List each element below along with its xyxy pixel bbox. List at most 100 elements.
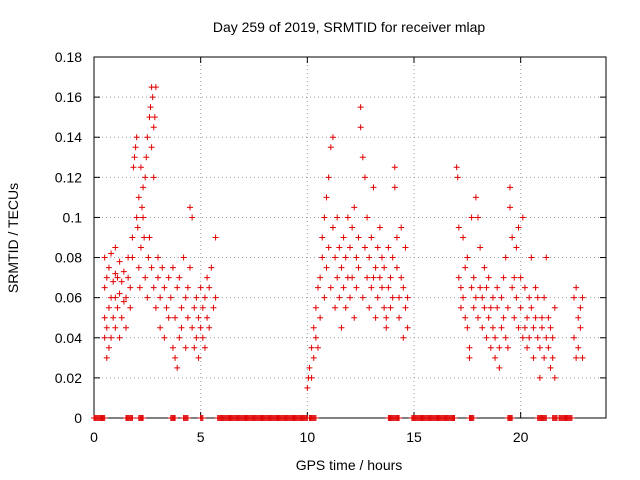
data-point: [169, 264, 176, 271]
data-point: [150, 284, 157, 291]
data-point: [536, 374, 543, 381]
data-point: [312, 334, 319, 341]
data-point: [157, 294, 164, 301]
data-point: [504, 344, 511, 351]
y-tick-label: 0.16: [55, 89, 82, 105]
data-point: [319, 234, 326, 241]
y-tick-label: 0.06: [55, 290, 82, 306]
data-point: [532, 314, 539, 321]
data-point: [402, 244, 409, 251]
data-point: [347, 244, 353, 251]
data-point: [381, 264, 388, 271]
data-point: [579, 294, 586, 301]
data-point: [534, 294, 541, 301]
data-point: [136, 284, 143, 291]
data-point: [150, 174, 157, 181]
data-point: [315, 344, 321, 351]
data-point: [148, 144, 155, 151]
data-point: [404, 294, 411, 301]
data-point: [103, 354, 110, 361]
data-point: [135, 194, 142, 201]
y-tick-labels: 0 0.02 0.04 0.06 0.08 0.1 0.12 0.14 0.16 0.18: [55, 49, 82, 426]
data-point: [184, 415, 191, 421]
data-point: [133, 134, 140, 141]
data-point: [110, 278, 117, 285]
data-point: [575, 314, 582, 321]
data-point: [167, 294, 174, 301]
data-point: [108, 334, 115, 341]
data-point: [174, 364, 181, 371]
data-point: [483, 334, 490, 341]
data-point: [151, 114, 158, 121]
data-point: [504, 304, 511, 311]
data-point: [383, 314, 390, 321]
data-point: [383, 324, 390, 331]
data-point: [116, 334, 123, 341]
data-point: [481, 304, 488, 311]
data-point: [479, 324, 486, 331]
data-point: [579, 354, 586, 361]
data-point: [454, 174, 461, 181]
data-point: [402, 304, 409, 311]
data-point: [325, 174, 332, 181]
data-point: [338, 324, 345, 331]
data-point: [319, 254, 326, 261]
data-point: [539, 324, 545, 331]
data-point: [468, 214, 475, 221]
data-point: [315, 284, 321, 291]
data-point: [176, 274, 183, 281]
data-point: [208, 264, 215, 271]
data-point: [137, 244, 144, 251]
data-point: [210, 304, 217, 311]
data-point: [114, 304, 121, 311]
data-point: [353, 254, 360, 261]
data-point: [114, 274, 121, 281]
data-point: [487, 304, 494, 311]
data-point: [129, 415, 136, 421]
data-point: [340, 284, 347, 291]
data-point: [338, 264, 345, 271]
data-point: [464, 324, 471, 331]
data-point: [103, 324, 110, 331]
data-point: [334, 274, 341, 281]
x-tick-label: 5: [197, 429, 205, 445]
data-point: [396, 314, 403, 321]
data-point: [517, 304, 524, 311]
data-point: [547, 364, 554, 371]
data-point: [329, 224, 336, 231]
data-point: [496, 344, 503, 351]
data-point: [577, 304, 584, 311]
data-point: [187, 264, 193, 271]
data-point: [393, 264, 400, 271]
data-point: [172, 314, 179, 321]
data-point: [144, 134, 151, 141]
data-point: [547, 324, 554, 331]
data-point: [323, 194, 330, 201]
data-point: [206, 284, 213, 291]
data-point: [370, 274, 377, 281]
data-point: [165, 314, 172, 321]
data-point: [357, 124, 364, 131]
data-point: [141, 234, 148, 241]
data-point: [496, 364, 503, 371]
data-point: [112, 294, 119, 301]
data-point: [178, 304, 185, 311]
data-point: [472, 194, 479, 201]
data-point: [129, 254, 136, 261]
data-point: [524, 344, 531, 351]
data-point: [389, 254, 396, 261]
data-point: [206, 324, 213, 331]
data-point: [199, 415, 206, 421]
y-axis-label: SRMTID / TECUs: [5, 183, 21, 293]
data-point: [312, 304, 319, 311]
data-point: [481, 264, 488, 271]
data-point: [197, 284, 204, 291]
data-point: [329, 134, 336, 141]
data-point: [342, 304, 349, 311]
data-point: [351, 204, 358, 211]
data-point: [355, 264, 362, 271]
data-point: [143, 154, 150, 161]
data-point: [507, 204, 513, 211]
data-point: [509, 284, 516, 291]
data-point: [549, 334, 556, 341]
